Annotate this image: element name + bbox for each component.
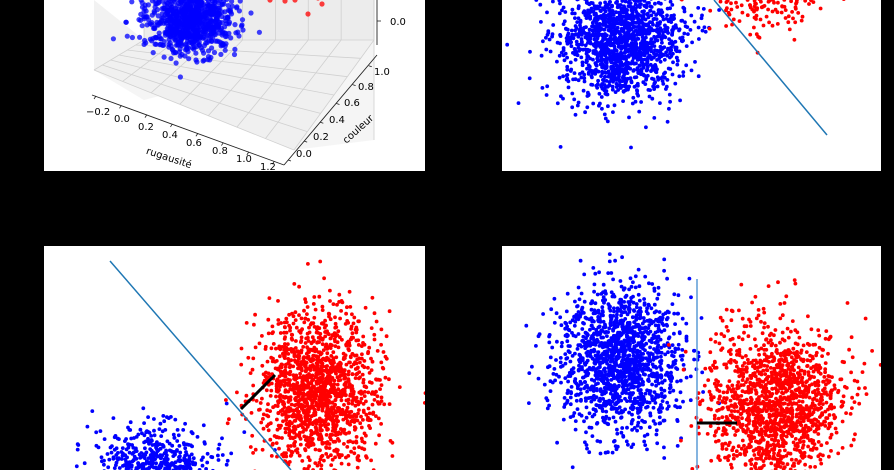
panel-3d-scatter: −0.2 0.0 0.2 0.4 0.6 0.8 1.0 1.2 rugausi…	[44, 0, 425, 171]
scatter-plot	[505, 0, 846, 150]
x-tick: 1.2	[260, 162, 276, 171]
scatter-plot	[74, 259, 425, 470]
panel-scatter-bottom-right	[502, 246, 881, 470]
series-blue	[505, 0, 721, 150]
series-blue	[74, 401, 277, 470]
x-tick: 0.4	[162, 130, 178, 141]
y-tick: 0.0	[296, 149, 312, 160]
series-blue	[524, 252, 721, 470]
y-tick: 0.2	[313, 132, 329, 143]
y-tick: 0.8	[358, 82, 374, 93]
z-tick: 0.0	[390, 17, 406, 28]
series-red	[267, 0, 325, 17]
series-red	[679, 0, 846, 55]
panel-scatter-top-right	[502, 0, 881, 171]
scatter-plot-3d	[91, 0, 381, 166]
series-red	[666, 278, 881, 470]
x-tick: 0.2	[138, 122, 154, 133]
y-tick: 1.0	[374, 67, 390, 78]
series-red	[224, 259, 425, 470]
decision-boundary-line	[109, 260, 292, 470]
x-tick: 0.8	[212, 146, 228, 157]
series-blue	[110, 0, 262, 80]
x-tick: 0.0	[114, 114, 130, 125]
y-tick: 0.6	[344, 98, 360, 109]
margin-segment	[239, 373, 277, 411]
decision-boundary-line	[713, 0, 828, 136]
x-tick: −0.2	[86, 107, 111, 118]
scatter-plot	[524, 252, 881, 470]
x-tick: 0.6	[186, 138, 202, 149]
x-tick: 1.0	[236, 154, 252, 165]
y-tick: 0.4	[329, 115, 345, 126]
panel-scatter-bottom-left	[44, 246, 425, 470]
